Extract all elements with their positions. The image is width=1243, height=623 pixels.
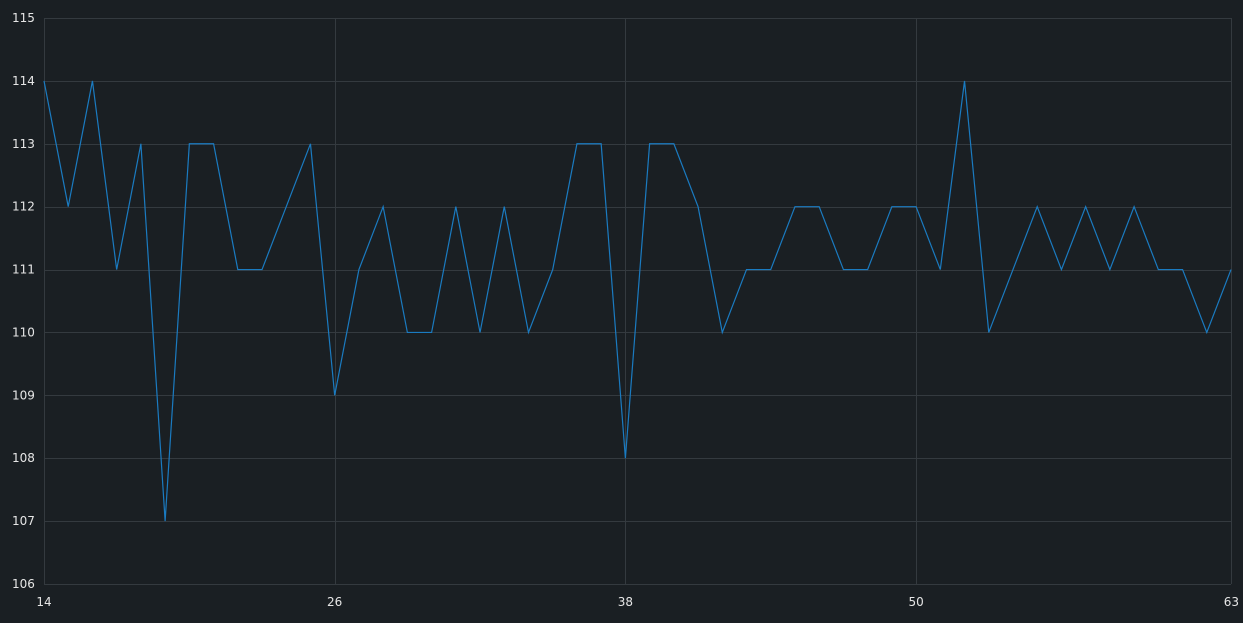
series-layer (43, 80, 1232, 522)
x-tick-label: 38 (618, 595, 633, 609)
y-tick-label: 112 (12, 200, 35, 214)
y-tick-label: 114 (12, 74, 35, 88)
y-tick-label: 111 (12, 263, 35, 277)
y-tick-label: 113 (12, 137, 35, 151)
x-tick-label: 26 (327, 595, 342, 609)
x-tick-label: 50 (908, 595, 923, 609)
grid (44, 18, 1232, 585)
series-line (43, 80, 1232, 522)
axes: 106 107 108 109 110 111 112 113 114 115 14 26 38 50 63 (12, 11, 1239, 609)
y-tick-label: 108 (12, 451, 35, 465)
y-tick-label: 115 (12, 11, 35, 25)
y-tick-label: 107 (12, 514, 35, 528)
x-tick-label: 63 (1224, 595, 1239, 609)
x-tick-label: 14 (36, 595, 51, 609)
y-tick-label: 110 (12, 325, 35, 339)
y-tick-label: 106 (12, 577, 35, 591)
y-tick-label: 109 (12, 388, 35, 402)
